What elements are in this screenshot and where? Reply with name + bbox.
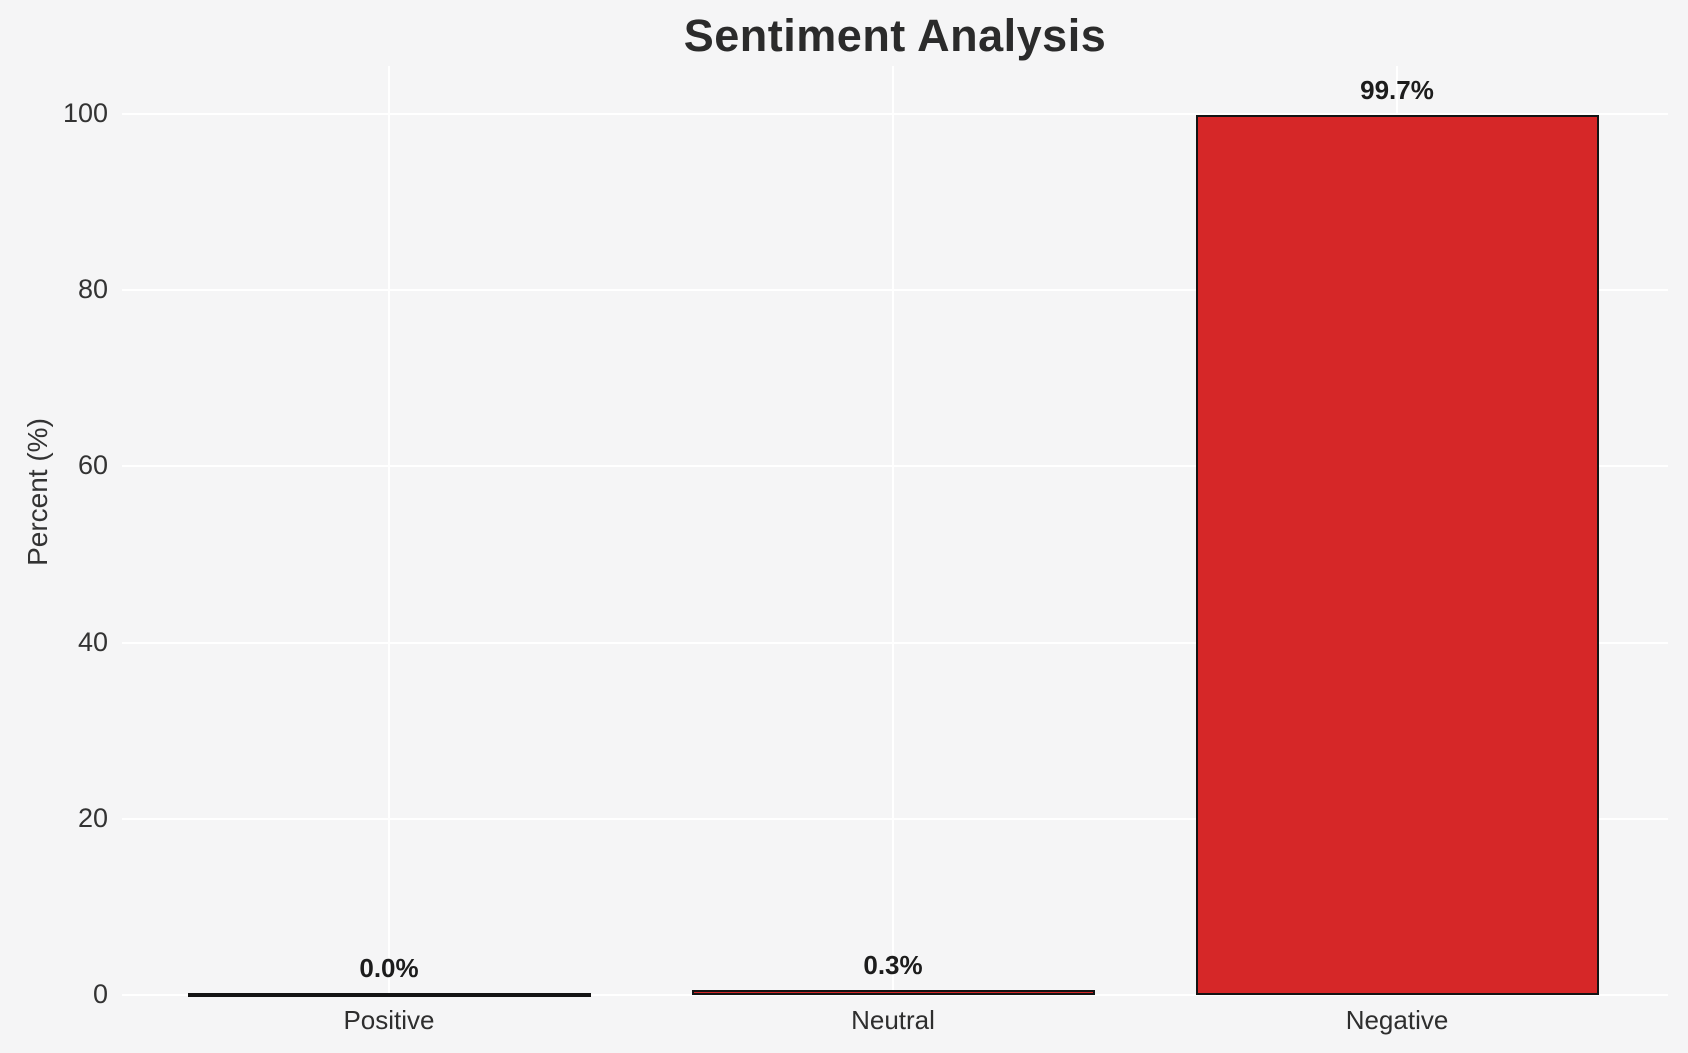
bar-value-label: 0.0% (359, 953, 419, 983)
gridline-vertical (892, 66, 894, 995)
x-tick-label: Positive (343, 1005, 435, 1035)
gridline-vertical (388, 66, 390, 995)
gridline-horizontal (122, 817, 1668, 820)
bar-value-label: 0.3% (863, 950, 923, 981)
y-tick-label: 100 (62, 98, 108, 128)
y-tick-label: 60 (77, 450, 108, 481)
gridline-horizontal (122, 641, 1668, 644)
y-tick-label: 0 (92, 979, 108, 1009)
plot-area (122, 66, 1668, 997)
bar-negative (1195, 114, 1599, 995)
gridline-horizontal (122, 113, 1668, 115)
y-tick-label: 20 (77, 802, 108, 833)
y-tick-label: 80 (77, 274, 108, 305)
chart-title: Sentiment Analysis (683, 10, 1107, 61)
y-axis-label: Percent (%) (22, 418, 53, 566)
bar-positive (187, 993, 591, 997)
y-tick-label: 40 (77, 626, 108, 657)
gridline-horizontal (122, 289, 1668, 292)
gridline-horizontal (122, 994, 1668, 996)
gridline-horizontal (122, 465, 1668, 468)
x-tick-label: Negative (1345, 1005, 1449, 1035)
bar-neutral (691, 990, 1095, 995)
bar-value-label: 99.7% (1360, 74, 1434, 105)
x-tick-label: Neutral (851, 1005, 935, 1035)
